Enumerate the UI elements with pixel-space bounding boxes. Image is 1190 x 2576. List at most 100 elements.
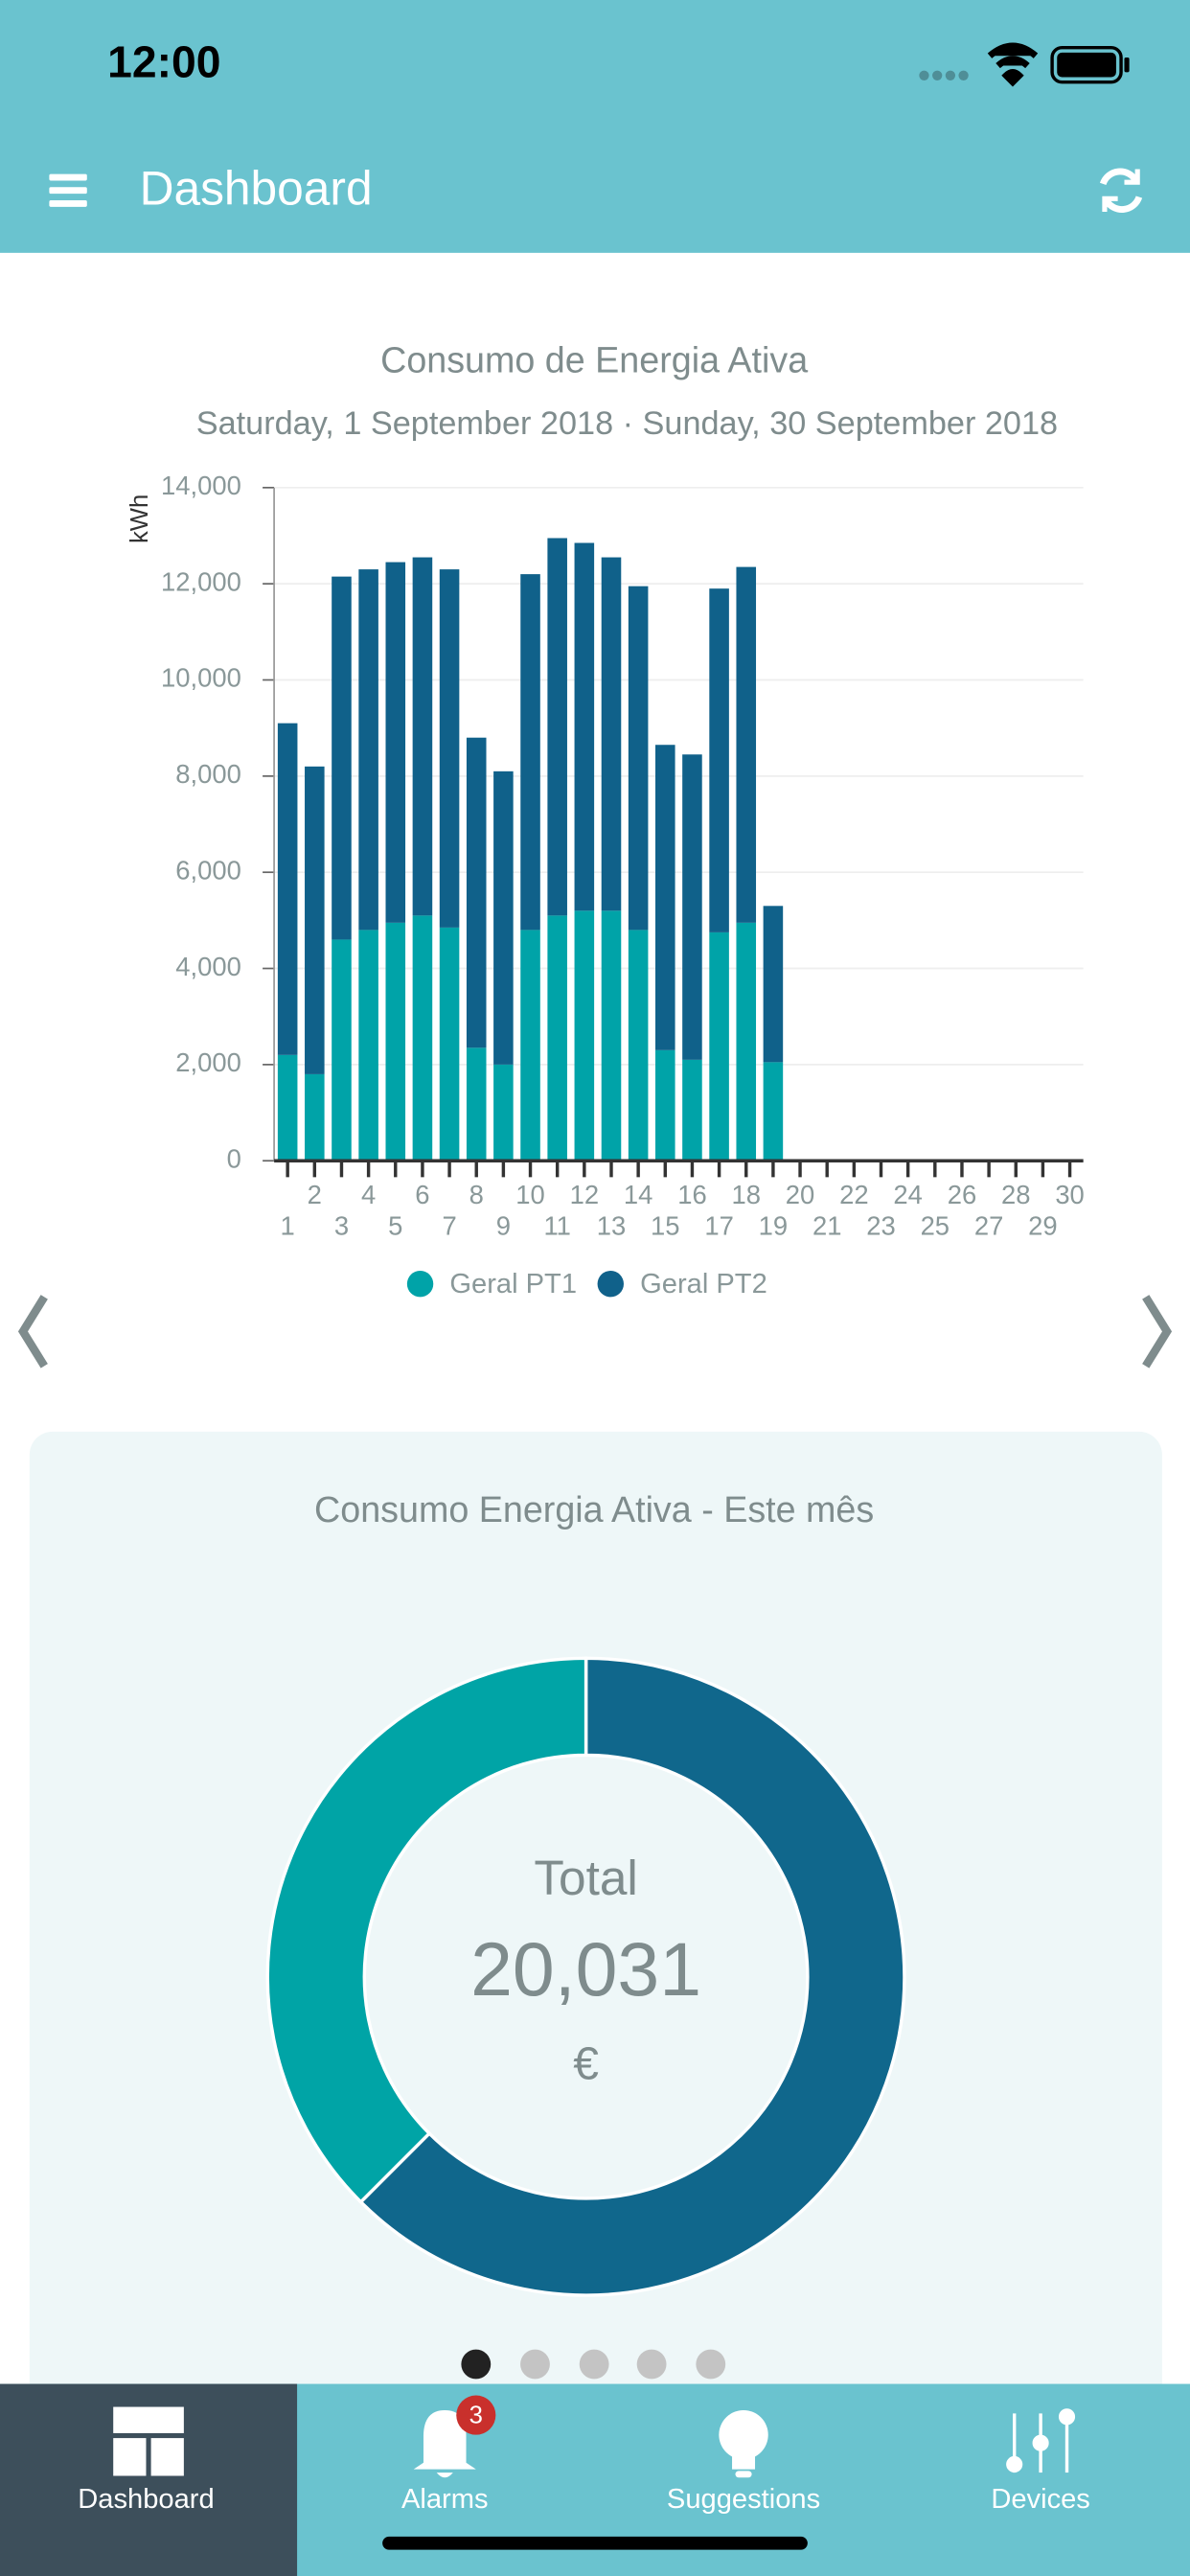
bar-segment	[385, 562, 406, 923]
bar-segment	[574, 910, 595, 1162]
x-tick-label: 28	[1001, 1180, 1030, 1209]
bar-segment	[332, 576, 352, 940]
x-tick-label: 15	[651, 1211, 679, 1241]
bar-segment	[763, 1062, 784, 1162]
x-tick-label: 26	[948, 1180, 976, 1209]
x-tick-label: 4	[361, 1180, 376, 1209]
x-tick-label: 14	[624, 1180, 652, 1209]
x-tick-label: 9	[496, 1211, 511, 1241]
bar-segment	[655, 1049, 675, 1162]
x-tick-label: 30	[1055, 1180, 1084, 1209]
x-tick-label: 2	[308, 1180, 322, 1209]
donut-total: 20,031	[470, 1927, 701, 2012]
x-tick-label: 18	[732, 1180, 761, 1209]
bar-segment	[628, 586, 649, 931]
y-axis-label: kWh	[126, 494, 153, 543]
donut-center-label: Total	[534, 1850, 638, 1905]
signal-icon	[919, 70, 969, 80]
bar-segment	[547, 538, 567, 916]
bar-segment	[493, 1064, 514, 1162]
tab-label[interactable]: Dashboard	[78, 2484, 214, 2515]
legend-label: Geral PT1	[449, 1269, 577, 1300]
bar-segment	[439, 569, 460, 928]
y-tick-label: 6,000	[175, 855, 241, 885]
pager	[461, 2349, 726, 2380]
bar-segment	[412, 915, 433, 1162]
next-arrow[interactable]	[1142, 1295, 1173, 1368]
x-tick-label: 13	[597, 1211, 626, 1241]
bar-segment	[736, 922, 757, 1162]
legend-swatch	[597, 1271, 624, 1298]
x-tick-label: 1	[281, 1211, 295, 1241]
bar-segment	[305, 766, 325, 1074]
bar-chart: 0 2,000 4,000 6,000 8,000 10,000 12,000 14,000 1…	[161, 471, 1085, 1300]
x-tick-label: 21	[812, 1211, 841, 1241]
x-tick-label: 12	[570, 1180, 599, 1209]
y-tick-label: 0	[227, 1143, 241, 1173]
donut-segment	[265, 1656, 588, 2205]
app-header-bg	[0, 0, 1190, 253]
bar-segment	[601, 557, 622, 911]
x-tick-label: 23	[866, 1211, 895, 1241]
bar-segment	[332, 939, 352, 1162]
bar-segment	[682, 1059, 702, 1162]
bar-segment	[439, 927, 460, 1162]
x-tick-label: 16	[677, 1180, 706, 1209]
prev-arrow[interactable]	[17, 1295, 48, 1368]
x-tick-label: 19	[759, 1211, 788, 1241]
x-tick-label: 24	[893, 1180, 922, 1209]
bar-segment	[466, 1047, 487, 1162]
bar-segment	[547, 915, 567, 1162]
battery-level	[1057, 52, 1116, 78]
x-tick-label: 3	[334, 1211, 349, 1241]
donut-title: Consumo Energia Ativa - Este mês	[314, 1489, 874, 1530]
bar-segment	[709, 588, 729, 932]
wifi-icon	[987, 42, 1039, 87]
menu-button[interactable]	[49, 173, 87, 207]
x-tick-label: 11	[543, 1211, 570, 1241]
bar-segment	[277, 1054, 298, 1162]
tab-label[interactable]: Devices	[991, 2484, 1090, 2515]
devices-icon[interactable]	[1006, 2408, 1076, 2473]
bar-segment	[305, 1073, 325, 1162]
badge	[456, 2395, 496, 2435]
x-tick-label: 6	[415, 1180, 429, 1209]
donut-segment	[358, 1656, 906, 2297]
bar-segment	[574, 542, 595, 911]
x-tick-label: 29	[1028, 1211, 1057, 1241]
dashboard-icon[interactable]	[113, 2406, 184, 2476]
legend-swatch	[406, 1271, 434, 1298]
y-tick-label: 4,000	[175, 952, 241, 981]
x-tick-label: 25	[921, 1211, 950, 1241]
battery-icon	[1050, 45, 1123, 84]
bar-segment	[385, 922, 406, 1162]
y-tick-label: 8,000	[175, 759, 241, 789]
bar-segment	[277, 723, 298, 1055]
badge-count: 3	[469, 2403, 483, 2429]
bar-segment	[466, 737, 487, 1048]
tab-label[interactable]: Alarms	[401, 2484, 489, 2515]
refresh-button[interactable]	[1099, 168, 1143, 213]
x-tick-label: 8	[469, 1180, 484, 1209]
y-tick-label: 12,000	[161, 566, 241, 596]
bar-chart-subtitle: Saturday, 1 September 2018 · Sunday, 30 …	[196, 405, 1058, 442]
x-tick-label: 17	[704, 1211, 733, 1241]
y-tick-label: 10,000	[161, 663, 241, 693]
bar-segment	[358, 930, 378, 1162]
bar-segment	[709, 932, 729, 1162]
x-tick-label: 22	[839, 1180, 868, 1209]
suggestions-icon[interactable]	[719, 2409, 768, 2478]
bar-segment	[763, 906, 784, 1063]
bar-segment	[520, 930, 540, 1162]
donut-chart	[265, 1656, 906, 2297]
bar-segment	[655, 745, 675, 1050]
y-tick-label: 14,000	[161, 471, 241, 500]
bar-segment	[628, 930, 649, 1162]
x-tick-label: 20	[786, 1180, 814, 1209]
donut-unit: €	[573, 2039, 599, 2090]
x-tick-label: 27	[974, 1211, 1003, 1241]
bar-segment	[682, 754, 702, 1060]
tab-label[interactable]: Suggestions	[667, 2484, 820, 2515]
bar-segment	[520, 574, 540, 931]
